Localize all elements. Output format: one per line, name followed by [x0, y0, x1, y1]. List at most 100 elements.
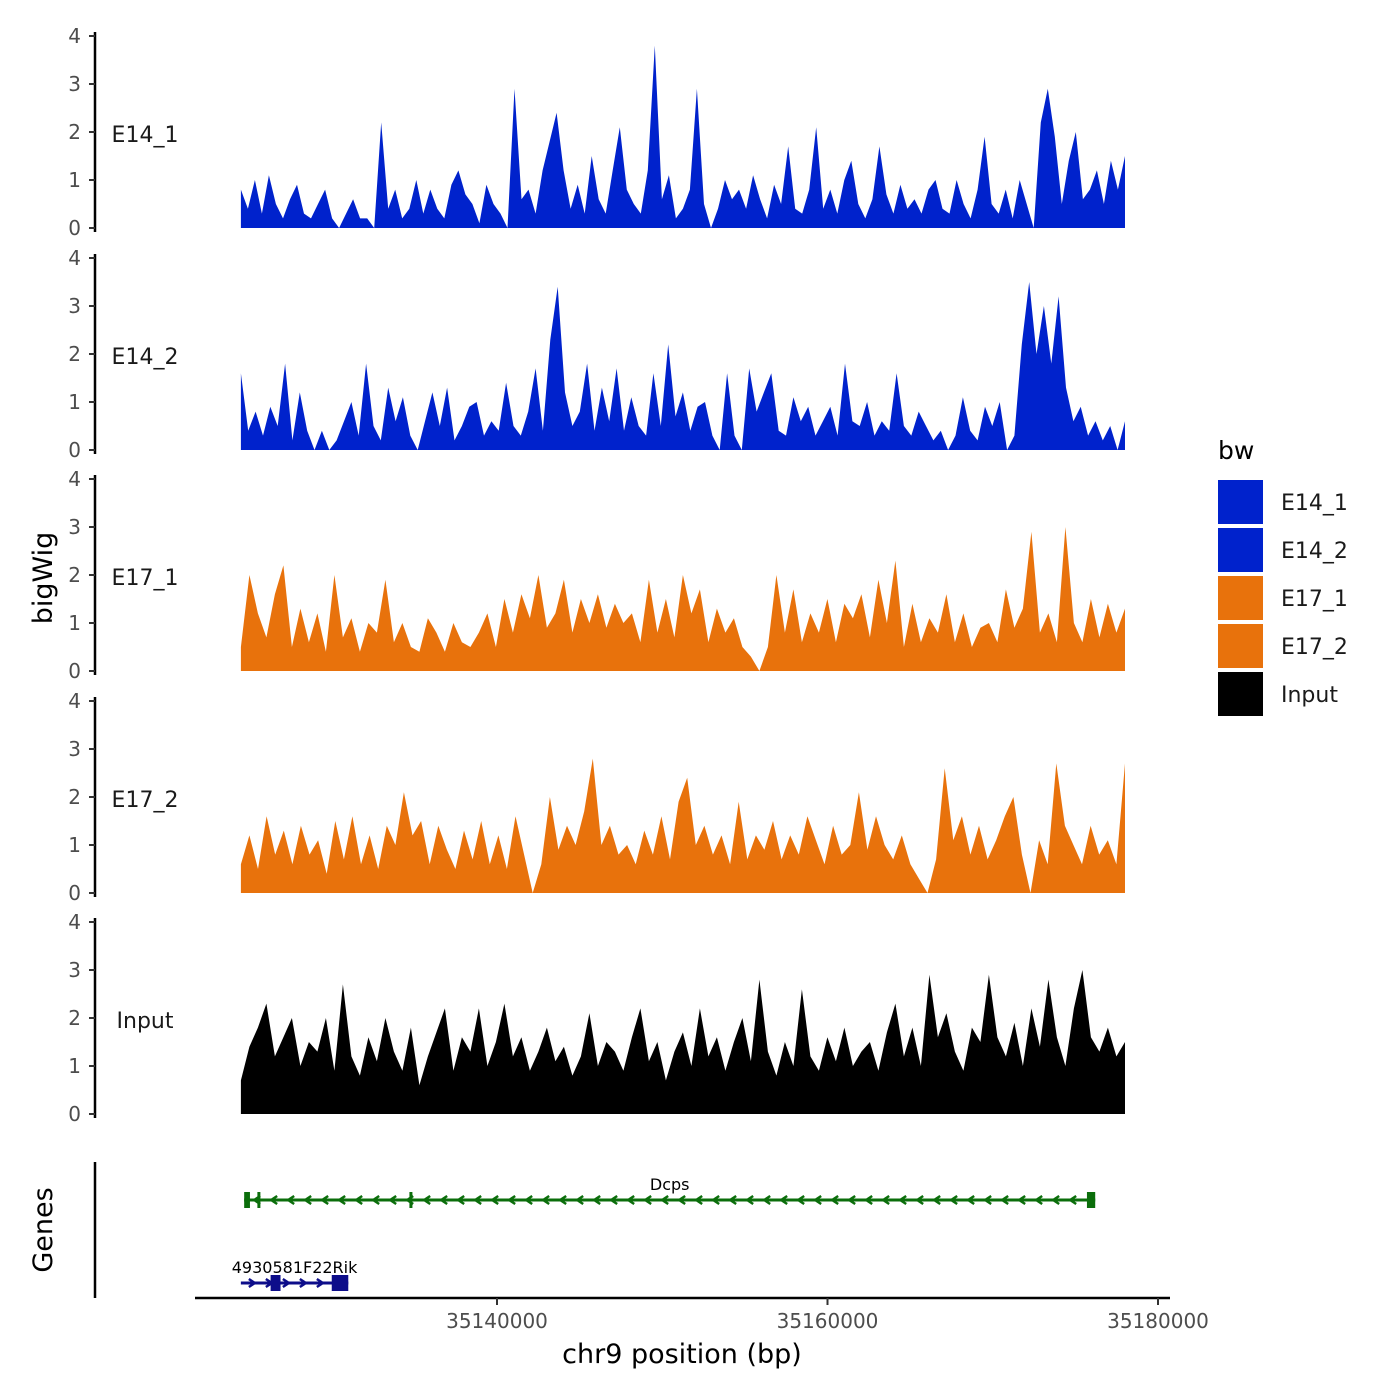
strand-arrow: [642, 1194, 652, 1206]
strand-arrow: [472, 1194, 482, 1206]
strand-arrow: [812, 1194, 822, 1206]
gene-4930581f22rik: 4930581F22Rik: [232, 1258, 358, 1291]
exon: [409, 1192, 413, 1208]
strand-arrow: [778, 1194, 788, 1206]
legend-label: E17_1: [1281, 587, 1348, 612]
strand-arrow: [1050, 1194, 1060, 1206]
legend-label: E14_1: [1281, 491, 1348, 516]
strand-arrow: [608, 1194, 618, 1206]
strand-arrow: [999, 1194, 1009, 1206]
track-e14-1: 0 1 2 3 4 E14_1: [68, 24, 1125, 240]
y-tick-label: 2: [68, 785, 81, 809]
y-tick-label: 0: [68, 438, 81, 462]
strand-arrow: [336, 1194, 346, 1206]
y-tick-label: 1: [68, 168, 81, 192]
strand-arrow: [523, 1194, 533, 1206]
legend-key-e17-2: [1218, 624, 1263, 668]
y-tick-label: 3: [68, 515, 81, 539]
y-tick-label: 0: [68, 881, 81, 905]
y-tick-label: 3: [68, 294, 81, 318]
x-tick-label: 35160000: [777, 1309, 879, 1333]
y-tick-label: 4: [68, 910, 81, 934]
gene-dcps: Dcps: [244, 1175, 1096, 1208]
track-panels: 0 1 2 3 4 E14_1 0 1 2 3 4 E14_2 0 1 2 3 4 E17_1 0 1 2 3 4 E17_2…: [68, 24, 1125, 1126]
strand-arrow: [897, 1194, 907, 1206]
track-e14-2: 0 1 2 3 4 E14_2: [68, 246, 1125, 462]
y-axis-title: bigWig: [28, 532, 59, 625]
strand-arrow: [710, 1194, 720, 1206]
track-label: E17_1: [112, 566, 179, 591]
exon: [1086, 1192, 1096, 1208]
y-tick-label: 2: [68, 120, 81, 144]
strand-arrow: [744, 1194, 754, 1206]
strand-arrow: [540, 1194, 550, 1206]
strand-arrow: [829, 1194, 839, 1206]
track-input: 0 1 2 3 4 Input: [68, 910, 1125, 1126]
legend-key-e17-1: [1218, 576, 1263, 620]
strand-arrow: [268, 1194, 278, 1206]
x-axis-title: chr9 position (bp): [562, 1339, 802, 1370]
legend-label: E14_2: [1281, 539, 1348, 564]
gene-label: Dcps: [650, 1175, 690, 1194]
legend-label: E17_2: [1281, 635, 1348, 660]
legend-key-e14-1: [1218, 480, 1263, 524]
strand-arrow: [982, 1194, 992, 1206]
y-tick-label: 4: [68, 467, 81, 491]
legend: bw E14_1 E14_2 E17_1 E17_2 Input: [1218, 436, 1348, 716]
strand-arrow: [316, 1277, 326, 1289]
y-tick-label: 1: [68, 390, 81, 414]
track-label: Input: [117, 1009, 174, 1034]
y-tick-label: 4: [68, 24, 81, 48]
y-tick-label: 3: [68, 958, 81, 982]
y-tick-label: 1: [68, 611, 81, 635]
track-e17-2: 0 1 2 3 4 E17_2: [68, 689, 1125, 905]
strand-arrow: [659, 1194, 669, 1206]
strand-arrow: [438, 1194, 448, 1206]
coverage-area-e14-1: [240, 45, 1125, 228]
strand-arrow: [693, 1194, 703, 1206]
exon: [331, 1275, 349, 1291]
y-tick-label: 0: [68, 659, 81, 683]
y-tick-label: 1: [68, 1054, 81, 1078]
strand-arrow: [319, 1194, 329, 1206]
track-label: E14_2: [112, 345, 179, 370]
y-tick-label: 3: [68, 737, 81, 761]
x-axis: 35140000 35160000 35180000: [195, 1296, 1209, 1333]
track-label: E14_1: [112, 123, 179, 148]
strand-arrow: [421, 1194, 431, 1206]
y-tick-label: 3: [68, 72, 81, 96]
y-tick-label: 1: [68, 833, 81, 857]
strand-arrow: [965, 1194, 975, 1206]
strand-arrow: [455, 1194, 465, 1206]
genes-axis-title: Genes: [28, 1187, 59, 1272]
legend-key-e14-2: [1218, 528, 1263, 572]
strand-arrow: [795, 1194, 805, 1206]
exon: [270, 1275, 281, 1291]
strand-arrow: [299, 1277, 309, 1289]
y-tick-label: 0: [68, 216, 81, 240]
gene-label: 4930581F22Rik: [232, 1258, 358, 1277]
strand-arrow: [282, 1277, 292, 1289]
strand-arrow: [761, 1194, 771, 1206]
coverage-area-input: [240, 970, 1125, 1114]
strand-arrow: [302, 1194, 312, 1206]
strand-arrow: [506, 1194, 516, 1206]
legend-label: Input: [1281, 683, 1338, 708]
y-tick-label: 2: [68, 342, 81, 366]
strand-arrow: [489, 1194, 499, 1206]
exon: [257, 1192, 261, 1208]
y-tick-label: 2: [68, 1006, 81, 1030]
y-tick-label: 4: [68, 689, 81, 713]
strand-arrow: [387, 1194, 397, 1206]
x-tick-label: 35180000: [1107, 1309, 1209, 1333]
strand-arrow: [1016, 1194, 1026, 1206]
coverage-area-e14-2: [240, 282, 1125, 450]
coverage-area-e17-2: [240, 758, 1125, 893]
strand-arrow: [1033, 1194, 1043, 1206]
exon: [244, 1192, 250, 1208]
strand-arrow: [557, 1194, 567, 1206]
strand-arrow: [591, 1194, 601, 1206]
x-tick-label: 35140000: [446, 1309, 548, 1333]
strand-arrow: [285, 1194, 295, 1206]
